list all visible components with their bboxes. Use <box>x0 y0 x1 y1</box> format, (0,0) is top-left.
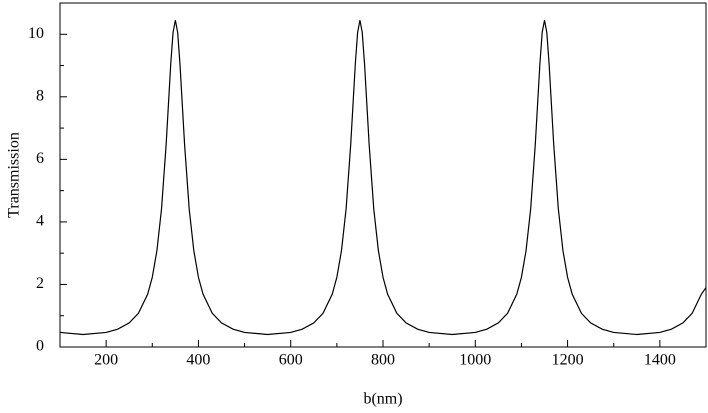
y-tick-label: 10 <box>28 25 44 42</box>
y-axis-label: Transmission <box>6 132 23 218</box>
y-tick-label: 6 <box>36 150 44 167</box>
x-tick-label: 1000 <box>459 352 491 369</box>
x-tick-label: 1200 <box>552 352 584 369</box>
x-tick-label: 400 <box>186 352 210 369</box>
y-tick-label: 2 <box>36 275 44 292</box>
x-tick-label: 200 <box>94 352 118 369</box>
x-tick-label: 600 <box>279 352 303 369</box>
x-axis-label: b(nm) <box>363 391 402 408</box>
y-tick-label: 0 <box>36 338 44 355</box>
x-tick-label: 800 <box>371 352 395 369</box>
y-tick-label: 4 <box>36 213 44 230</box>
plot-frame <box>59 2 707 348</box>
data-line <box>59 20 707 336</box>
y-tick-label: 8 <box>36 87 44 104</box>
x-tick-label: 1400 <box>644 352 676 369</box>
